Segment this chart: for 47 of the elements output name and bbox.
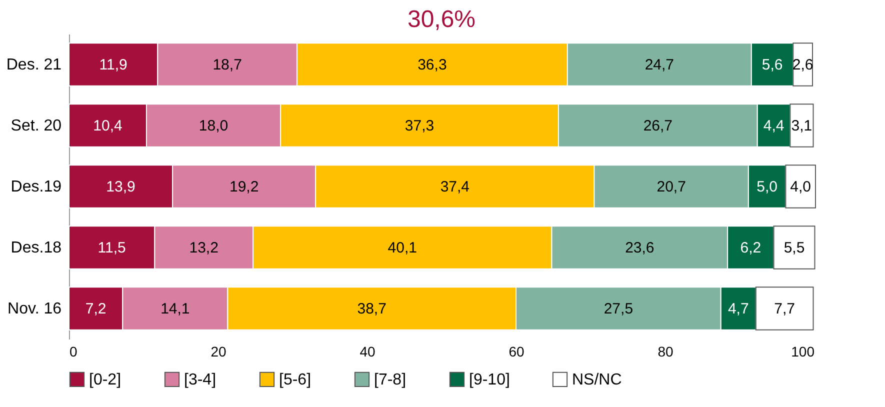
- data-label: 40,1: [388, 240, 417, 256]
- data-label: 18,0: [198, 118, 228, 134]
- data-label: 3,1: [791, 118, 812, 134]
- y-tick-label: Des.19: [10, 178, 62, 196]
- data-label: 10,4: [93, 118, 122, 134]
- y-tick-label: Nov. 16: [8, 300, 62, 318]
- x-tick-label: 80: [658, 344, 674, 360]
- data-label: 37,4: [440, 178, 470, 196]
- data-label: 5,5: [784, 240, 805, 256]
- legend-label: [9-10]: [469, 371, 510, 388]
- legend-label: NS/NC: [572, 371, 622, 388]
- y-tick-label: Des. 21: [6, 56, 62, 74]
- data-label: 4,7: [728, 300, 749, 318]
- legend-label: [5-6]: [279, 371, 312, 388]
- data-label: 37,3: [404, 118, 434, 134]
- x-tick-label: 100: [791, 344, 815, 360]
- data-label: 7,2: [85, 300, 106, 318]
- data-label: 11,9: [99, 56, 128, 74]
- data-label: 6,2: [740, 240, 762, 256]
- y-tick-label: Set. 20: [10, 118, 62, 134]
- x-tick-label: 60: [508, 344, 524, 360]
- data-label: 36,3: [418, 56, 447, 74]
- legend-label: [0-2]: [89, 371, 122, 388]
- data-label: 23,6: [625, 240, 654, 256]
- data-label: 14,1: [160, 300, 190, 318]
- data-label: 13,9: [106, 178, 136, 196]
- x-tick-label: 0: [70, 344, 78, 360]
- data-label: 38,7: [357, 300, 386, 318]
- data-label: 7,7: [774, 300, 795, 318]
- data-label: 4,4: [763, 118, 784, 134]
- legend-label: [3-4]: [184, 371, 216, 388]
- y-tick-label: Des.18: [10, 240, 62, 256]
- data-label: 19,2: [229, 178, 259, 196]
- data-label: 26,7: [643, 118, 673, 134]
- legend-label: [7-8]: [374, 371, 406, 388]
- x-tick-label: 40: [360, 344, 376, 360]
- data-label: 20,7: [656, 178, 686, 196]
- data-label: 4,0: [790, 178, 812, 196]
- data-label: 11,5: [98, 240, 126, 256]
- data-label: 5,6: [762, 56, 783, 74]
- data-label: 27,5: [604, 300, 634, 318]
- data-label: 24,7: [644, 56, 674, 74]
- text: 30,6%: [407, 6, 476, 33]
- data-label: 18,7: [212, 56, 242, 74]
- x-tick-label: 20: [210, 344, 226, 360]
- data-label: 5,0: [756, 178, 778, 196]
- data-label: 13,2: [189, 240, 218, 256]
